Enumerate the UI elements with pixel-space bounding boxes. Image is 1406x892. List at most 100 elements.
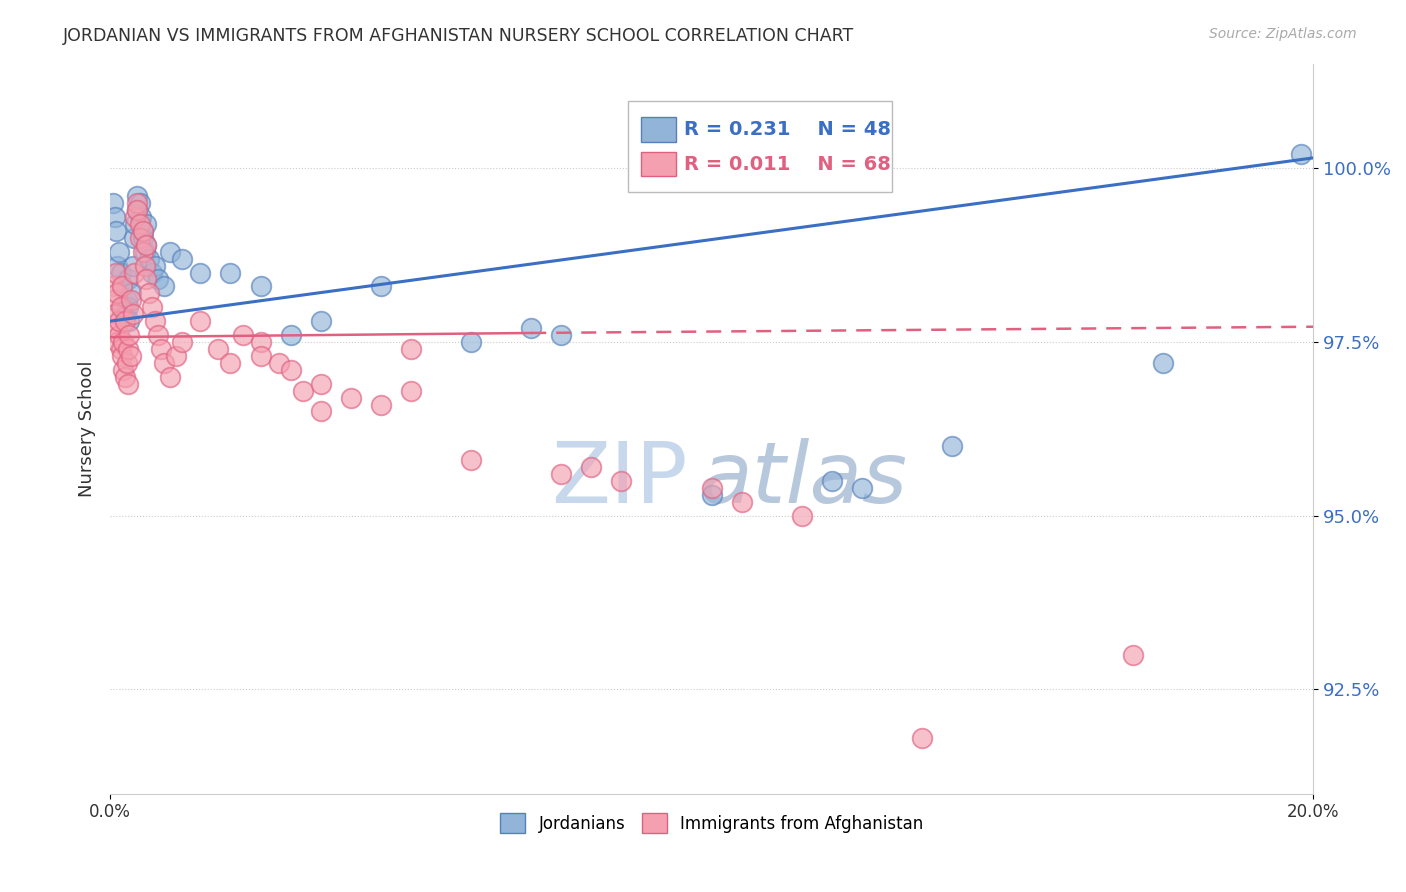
Point [122, 307, 145, 321]
Point [117, 272, 139, 286]
Point [110, 342, 132, 356]
Text: R = 0.231    N = 48: R = 0.231 N = 48 [685, 120, 891, 139]
Point [135, 237, 157, 252]
Point [370, 279, 392, 293]
Point [249, 334, 271, 349]
Point [399, 384, 422, 398]
Point [581, 460, 603, 475]
Point [104, 307, 127, 321]
Point [219, 266, 242, 280]
Point [148, 328, 170, 343]
Point [138, 286, 160, 301]
Point [135, 237, 157, 252]
Point [124, 210, 146, 224]
Point [190, 266, 212, 280]
Point [159, 369, 181, 384]
Point [291, 384, 314, 398]
Point [700, 481, 723, 495]
Point [150, 342, 173, 356]
Point [129, 217, 152, 231]
Point [114, 369, 136, 384]
Point [117, 342, 139, 356]
Point [520, 321, 543, 335]
Point [105, 334, 128, 349]
Point [118, 314, 141, 328]
Point [550, 467, 572, 481]
Point [339, 391, 361, 405]
Point [550, 328, 572, 343]
Point [1152, 356, 1174, 370]
Point [941, 439, 963, 453]
Point [117, 300, 139, 314]
Text: Source: ZipAtlas.com: Source: ZipAtlas.com [1209, 27, 1357, 41]
Point [108, 328, 131, 343]
Point [135, 217, 157, 231]
Point [700, 488, 723, 502]
Point [101, 279, 124, 293]
Point [131, 210, 153, 224]
Point [1122, 648, 1144, 662]
Point [731, 495, 754, 509]
Point [120, 286, 142, 301]
Legend: Jordanians, Immigrants from Afghanistan: Jordanians, Immigrants from Afghanistan [494, 806, 929, 840]
Text: atlas: atlas [700, 439, 908, 522]
Point [172, 334, 194, 349]
Point [821, 474, 844, 488]
Point [115, 356, 138, 370]
Point [790, 508, 813, 523]
Point [134, 244, 156, 259]
Point [135, 272, 157, 286]
Point [112, 334, 135, 349]
Point [610, 474, 633, 488]
Point [111, 279, 134, 293]
Point [105, 266, 128, 280]
Point [114, 307, 136, 321]
Point [122, 266, 145, 280]
Point [148, 272, 170, 286]
Point [124, 217, 146, 231]
Point [127, 202, 149, 217]
Point [309, 404, 332, 418]
Point [129, 231, 152, 245]
Point [280, 363, 302, 377]
Point [105, 286, 128, 301]
Point [219, 356, 242, 370]
Point [172, 252, 194, 266]
Point [108, 244, 131, 259]
Point [249, 349, 271, 363]
Point [132, 224, 155, 238]
Point [309, 376, 332, 391]
Point [911, 731, 934, 745]
Point [110, 266, 132, 280]
Point [143, 259, 166, 273]
Point [159, 244, 181, 259]
Point [111, 349, 134, 363]
Point [112, 363, 135, 377]
Text: ZIP: ZIP [551, 439, 688, 522]
Point [141, 300, 163, 314]
Point [122, 259, 145, 273]
Text: JORDANIAN VS IMMIGRANTS FROM AFGHANISTAN NURSERY SCHOOL CORRELATION CHART: JORDANIAN VS IMMIGRANTS FROM AFGHANISTAN… [63, 27, 855, 45]
Point [114, 314, 136, 328]
Point [280, 328, 302, 343]
Point [141, 266, 163, 280]
Point [103, 293, 125, 308]
Point [132, 244, 155, 259]
Point [1289, 147, 1312, 161]
Y-axis label: Nursery School: Nursery School [79, 360, 96, 497]
Point [127, 189, 149, 203]
Point [108, 314, 131, 328]
Point [120, 349, 142, 363]
Point [267, 356, 290, 370]
Point [110, 300, 132, 314]
Point [138, 252, 160, 266]
Point [134, 259, 156, 273]
FancyBboxPatch shape [641, 118, 676, 142]
Point [101, 196, 124, 211]
Point [309, 314, 332, 328]
Point [370, 398, 392, 412]
Point [132, 224, 155, 238]
Point [122, 231, 145, 245]
Point [127, 196, 149, 211]
Point [105, 259, 128, 273]
